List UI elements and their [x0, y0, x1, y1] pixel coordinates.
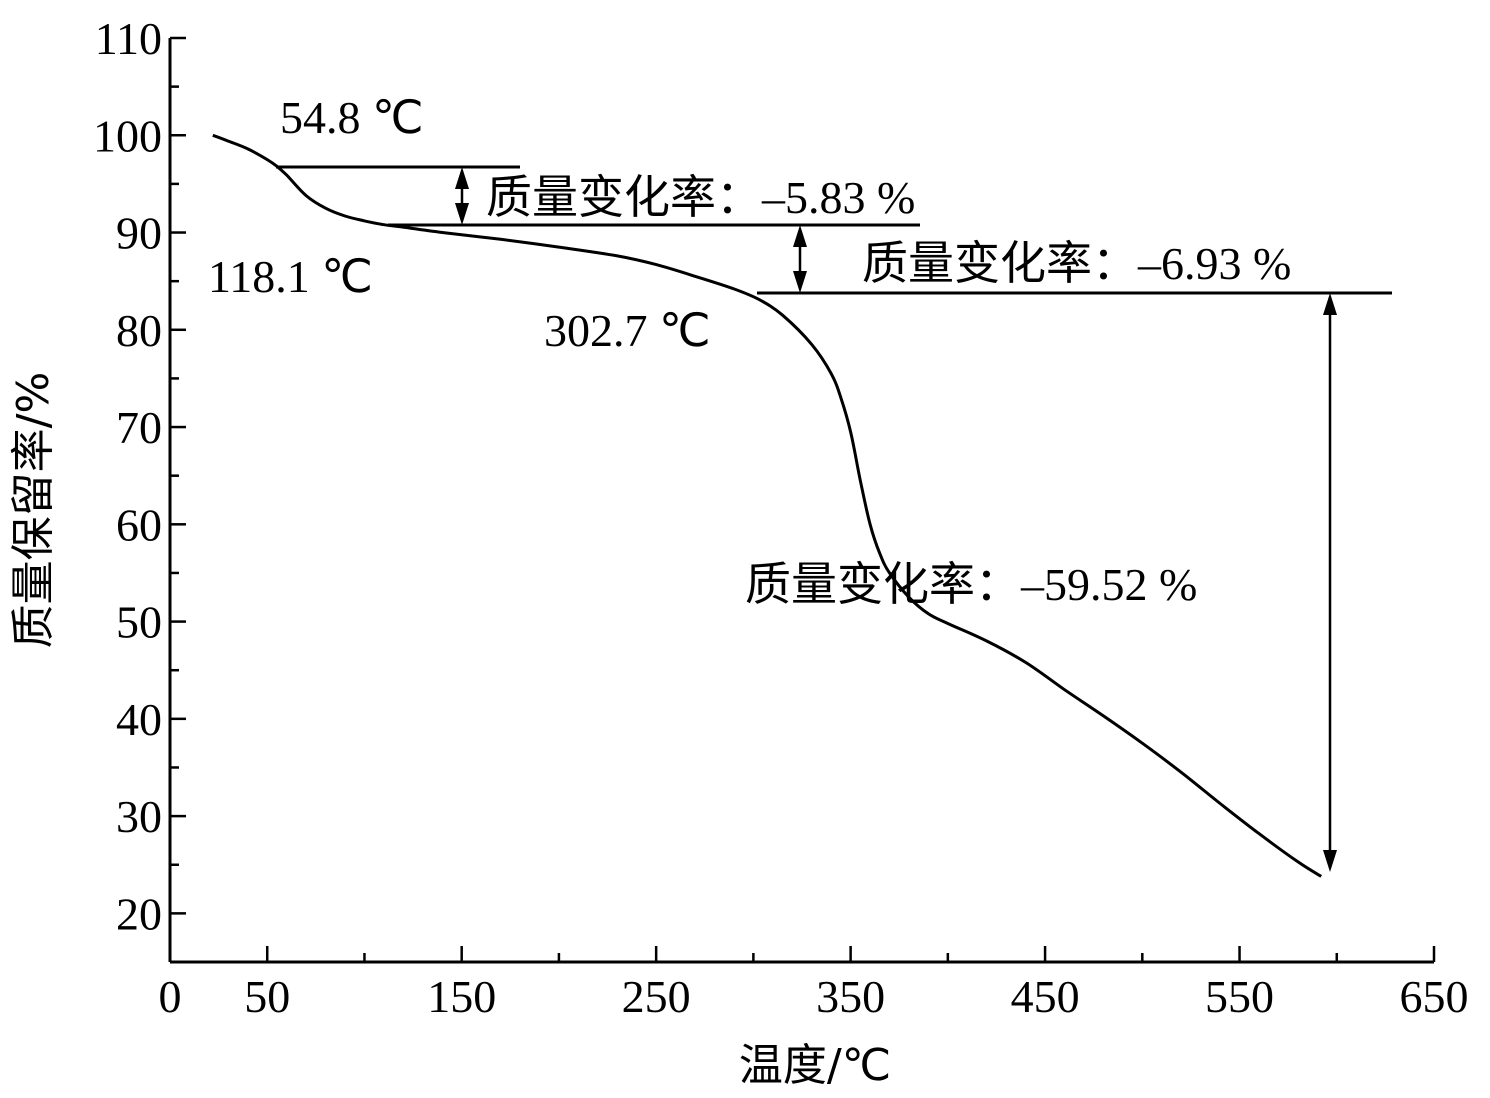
y-tick-label: 30: [116, 791, 162, 842]
x-tick-label: 450: [1011, 971, 1080, 1022]
arrow-3-head-up: [1323, 293, 1337, 315]
x-tick-label: 650: [1400, 971, 1469, 1022]
annotation-change-3: 质量变化率：–59.52 %: [745, 559, 1197, 610]
y-tick-label: 20: [116, 888, 162, 939]
x-tick-label: 550: [1205, 971, 1274, 1022]
y-tick-label: 90: [116, 208, 162, 259]
x-tick-label: 150: [427, 971, 496, 1022]
y-tick-label: 110: [95, 13, 162, 64]
x-tick-label: 50: [244, 971, 290, 1022]
annotation-temp-1: 54.8 ℃: [280, 92, 424, 143]
reference-lines: [276, 165, 1392, 872]
arrow-1-head-up: [455, 167, 469, 189]
y-tick-label: 40: [116, 694, 162, 745]
annotation-change-2: 质量变化率：–6.93 %: [862, 238, 1291, 289]
y-tick-label: 50: [116, 597, 162, 648]
y-tick-label: 70: [116, 402, 162, 453]
annotation-change-1: 质量变化率：–5.83 %: [486, 172, 915, 223]
arrow-3-head-down: [1323, 850, 1337, 872]
arrow-2-head-up: [793, 225, 807, 247]
tg-curve: [212, 133, 1322, 878]
y-tick-label: 80: [116, 305, 162, 356]
annotation-temp-3: 302.7 ℃: [544, 305, 711, 356]
x-tick-label: 350: [816, 971, 885, 1022]
arrow-2-head-down: [793, 271, 807, 293]
y-tick-label: 100: [93, 110, 162, 161]
x-axis-title: 温度/℃: [739, 1040, 891, 1091]
arrow-1-head-down: [455, 203, 469, 225]
axes: [168, 38, 1434, 964]
x-tick-label: 250: [622, 971, 691, 1022]
annotation-temp-2: 118.1 ℃: [208, 251, 373, 302]
x-tick-label: 0: [159, 971, 182, 1022]
ticks: 20 30 40 50 60 70 80 90 100 110 0 50 150 250 350 450 550…: [93, 13, 1469, 1022]
y-axis-title: 质量保留率/%: [8, 372, 59, 649]
y-tick-label: 60: [116, 499, 162, 550]
